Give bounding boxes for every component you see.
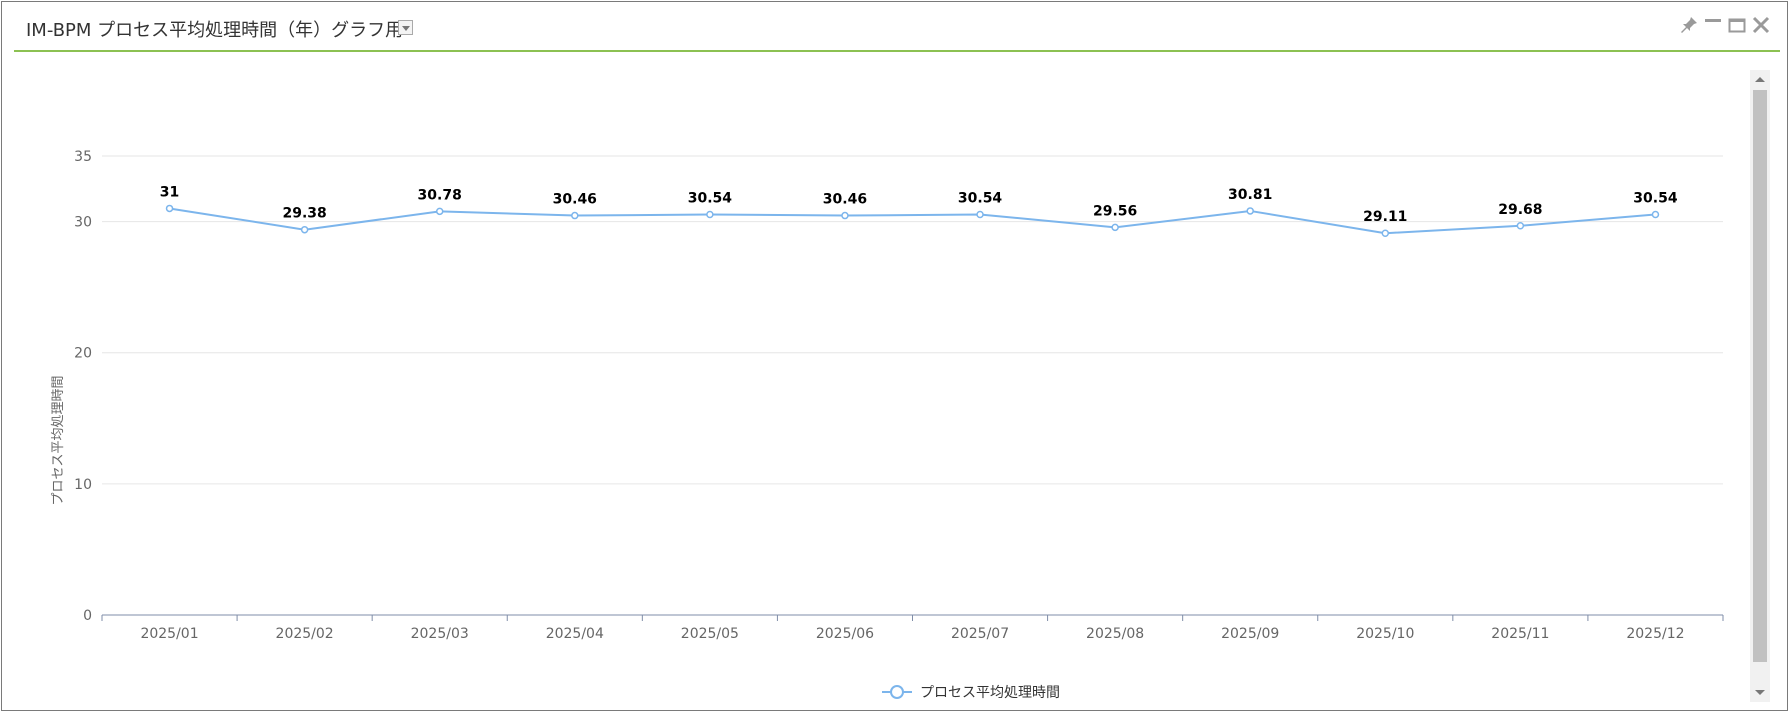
pin-icon[interactable]	[1678, 14, 1700, 36]
close-icon[interactable]	[1750, 14, 1772, 36]
portlet-title: IM-BPM プロセス平均処理時間（年）グラフ用	[26, 20, 404, 41]
vertical-scrollbar[interactable]	[1750, 70, 1770, 702]
legend-label: プロセス平均処理時間	[920, 685, 1060, 700]
y-tick-label: 0	[83, 608, 92, 624]
data-label: 30.54	[958, 190, 1003, 206]
data-point	[165, 204, 174, 213]
legend-marker	[890, 685, 904, 699]
x-tick-label: 2025/03	[411, 626, 469, 642]
x-tick-label: 2025/09	[1221, 626, 1279, 642]
scroll-thumb[interactable]	[1753, 90, 1767, 662]
y-tick-label: 35	[74, 149, 92, 165]
dropdown-icon[interactable]	[398, 20, 413, 35]
data-label: 30.54	[1633, 190, 1678, 206]
x-tick-label: 2025/08	[1086, 626, 1144, 642]
data-label: 29.11	[1363, 209, 1407, 225]
x-tick-label: 2025/05	[681, 626, 739, 642]
data-label: 30.54	[688, 190, 733, 206]
y-tick-label: 20	[74, 346, 92, 362]
data-label: 29.56	[1093, 203, 1137, 219]
data-point	[1246, 207, 1254, 215]
x-tick-label: 2025/11	[1491, 626, 1549, 642]
data-point	[1111, 223, 1119, 232]
scroll-up-icon[interactable]	[1755, 77, 1765, 82]
data-point	[1381, 229, 1390, 237]
data-label: 30.78	[418, 187, 462, 203]
line-chart: 0 10 20 30 35 2025/01 2025/02 2025/03 2025/04 202…	[51, 149, 1724, 700]
data-point	[706, 210, 714, 219]
x-tick-label: 2025/10	[1356, 626, 1414, 642]
data-point	[1651, 210, 1660, 219]
x-tick-label: 2025/12	[1626, 626, 1684, 642]
data-point	[841, 211, 849, 220]
data-point	[571, 211, 579, 220]
data-label: 30.46	[553, 192, 597, 208]
x-tick-label: 2025/06	[816, 626, 874, 642]
maximize-icon[interactable]	[1726, 14, 1748, 36]
y-tick-label: 30	[74, 215, 92, 231]
data-label: 30.81	[1228, 187, 1272, 203]
x-tick-label: 2025/07	[951, 626, 1009, 642]
data-label: 30.46	[823, 192, 867, 208]
y-tick-label: 10	[74, 477, 92, 493]
scroll-down-icon[interactable]	[1755, 690, 1765, 695]
minimize-icon[interactable]	[1702, 14, 1724, 36]
data-label: 29.68	[1498, 202, 1542, 218]
data-point	[1516, 222, 1525, 230]
data-label: 29.38	[282, 206, 326, 222]
data-point	[300, 225, 309, 234]
x-tick-label: 2025/04	[546, 626, 604, 642]
portlet-header: IM-BPM プロセス平均処理時間（年）グラフ用	[14, 2, 1780, 52]
data-point	[976, 210, 984, 219]
data-point	[435, 207, 444, 216]
x-tick-label: 2025/01	[140, 626, 198, 642]
data-label: 31	[160, 184, 179, 200]
y-axis-title: プロセス平均処理時間	[51, 375, 66, 505]
x-tick-label: 2025/02	[276, 626, 334, 642]
series-line	[169, 207, 1656, 235]
